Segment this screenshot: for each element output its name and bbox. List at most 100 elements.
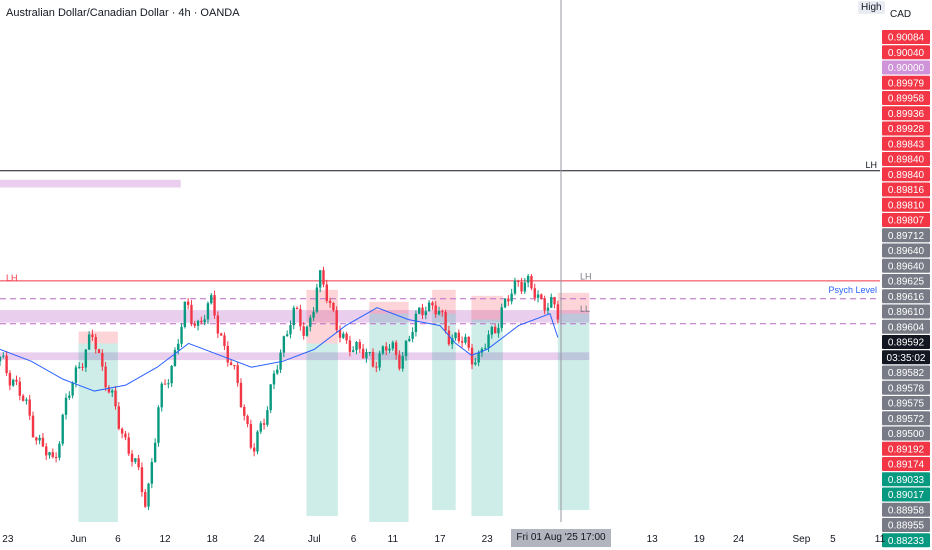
candle-body (289, 325, 292, 335)
price-label: 0.89578 (888, 383, 925, 394)
annotation-label: Psych Level (828, 285, 877, 295)
price-label-box (882, 441, 930, 456)
candle-body (507, 298, 510, 302)
price-label: 0.89928 (888, 124, 925, 135)
price-label: 0.89712 (888, 231, 925, 242)
candle-body (173, 350, 177, 366)
zone-2 (0, 352, 590, 361)
candle-body (457, 332, 461, 342)
candle-body (28, 399, 31, 416)
price-label: 0.89017 (888, 490, 925, 501)
candle-body (391, 342, 395, 349)
high-label[interactable]: High (858, 1, 885, 14)
candle-body (309, 317, 312, 327)
position-target-5 (557, 313, 590, 511)
candle-body (358, 342, 362, 349)
candle-body (12, 379, 15, 386)
position-target-0 (78, 343, 118, 522)
candle-body (540, 294, 543, 299)
candle-body (35, 437, 38, 441)
annotation-label: LH (6, 273, 18, 283)
candle-body (503, 298, 507, 308)
candle-body (550, 297, 553, 308)
annotation-label: LH (865, 160, 877, 170)
candle-body (206, 303, 210, 320)
price-label: 0.89500 (888, 429, 925, 440)
price-label-box (882, 60, 930, 75)
candle-body (351, 350, 355, 352)
x-tick-label: Sep (793, 534, 811, 545)
time-axis-background (0, 526, 882, 550)
candle-body (520, 281, 523, 292)
candle-body (517, 280, 520, 282)
candle-body (246, 415, 249, 425)
candle-body (259, 423, 262, 432)
candle-body (190, 304, 193, 324)
position-target-3 (432, 313, 456, 511)
candle-body (157, 407, 160, 443)
candle-body (361, 348, 365, 359)
moving-average-line (0, 307, 559, 392)
price-label-box (882, 335, 930, 349)
candle-body (398, 354, 401, 369)
price-label-box (882, 304, 930, 319)
candle-body (91, 334, 94, 337)
candle-body (48, 452, 51, 456)
position-target-2 (369, 313, 409, 522)
candle-body (460, 341, 464, 343)
price-label: 0.89625 (888, 277, 925, 288)
price-label-box (882, 365, 930, 380)
candle-body (120, 428, 124, 434)
candle-body (513, 280, 517, 294)
candle-body (219, 333, 223, 336)
price-label: 0.89174 (888, 460, 925, 471)
price-label: 0.89572 (888, 414, 925, 425)
x-tick-label: 17 (434, 534, 446, 545)
x-tick-label: 18 (207, 534, 219, 545)
candle-body (203, 319, 206, 323)
position-stop-5 (557, 292, 590, 314)
candle-body (295, 307, 299, 310)
price-label-box (882, 30, 930, 44)
price-label: 0.89033 (888, 475, 925, 486)
price-label-box (882, 533, 930, 548)
candle-body (338, 330, 342, 338)
price-label: 0.90040 (888, 48, 925, 59)
x-tick-label: 23 (482, 534, 494, 545)
candle-body (213, 295, 216, 316)
price-label: 0.89610 (888, 307, 925, 318)
candle-body (150, 462, 154, 484)
price-label-box (882, 45, 930, 60)
candle-body (137, 458, 140, 468)
price-label-box (882, 289, 930, 304)
price-label: 0.89616 (888, 292, 925, 303)
price-label-box (882, 350, 930, 365)
candle-body (117, 406, 121, 429)
candle-body (427, 302, 431, 312)
price-label: 0.89843 (888, 139, 925, 150)
candle-body (348, 340, 352, 352)
candle-body (388, 348, 391, 351)
candle-body (249, 424, 253, 448)
price-label-box (882, 152, 930, 166)
candle-body (64, 397, 68, 415)
x-tick-label: 12 (159, 534, 171, 545)
candle-body (229, 362, 233, 366)
candle-body (216, 315, 220, 334)
position-stop-4 (471, 295, 503, 320)
candle-body (31, 415, 35, 438)
candle-body (87, 334, 91, 350)
candle-body (97, 349, 101, 354)
candle-body (318, 270, 322, 288)
position-stop-0 (78, 331, 118, 344)
candle-body (269, 384, 272, 411)
candle-body (134, 458, 137, 462)
candle-body (233, 365, 236, 367)
candle-body (305, 326, 309, 336)
candle-body (418, 307, 421, 314)
candle-body (543, 298, 546, 311)
candle-body (408, 338, 411, 341)
candle-body (68, 395, 71, 398)
